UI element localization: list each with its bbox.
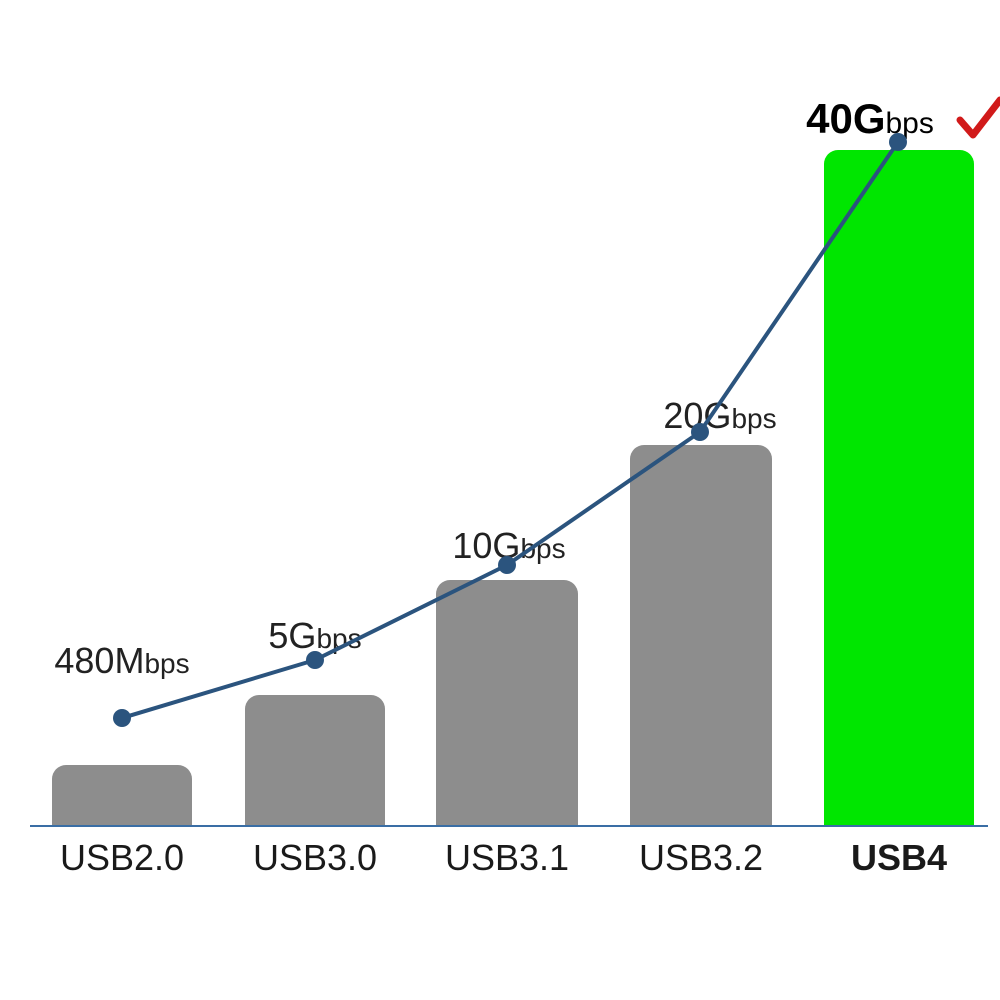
checkmark-icon <box>955 95 1000 145</box>
trend-line <box>0 0 1000 1000</box>
line-marker <box>306 651 324 669</box>
line-marker <box>113 709 131 727</box>
line-marker <box>889 133 907 151</box>
line-marker <box>691 423 709 441</box>
trend-polyline <box>122 142 898 718</box>
usb-speed-chart: USB2.0USB3.0USB3.1USB3.2USB4 480Mbps5Gbp… <box>0 0 1000 1000</box>
line-marker <box>498 556 516 574</box>
